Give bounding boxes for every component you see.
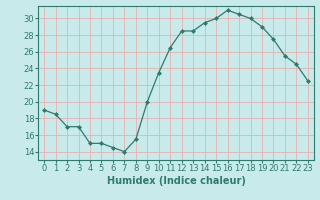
X-axis label: Humidex (Indice chaleur): Humidex (Indice chaleur) xyxy=(107,176,245,186)
